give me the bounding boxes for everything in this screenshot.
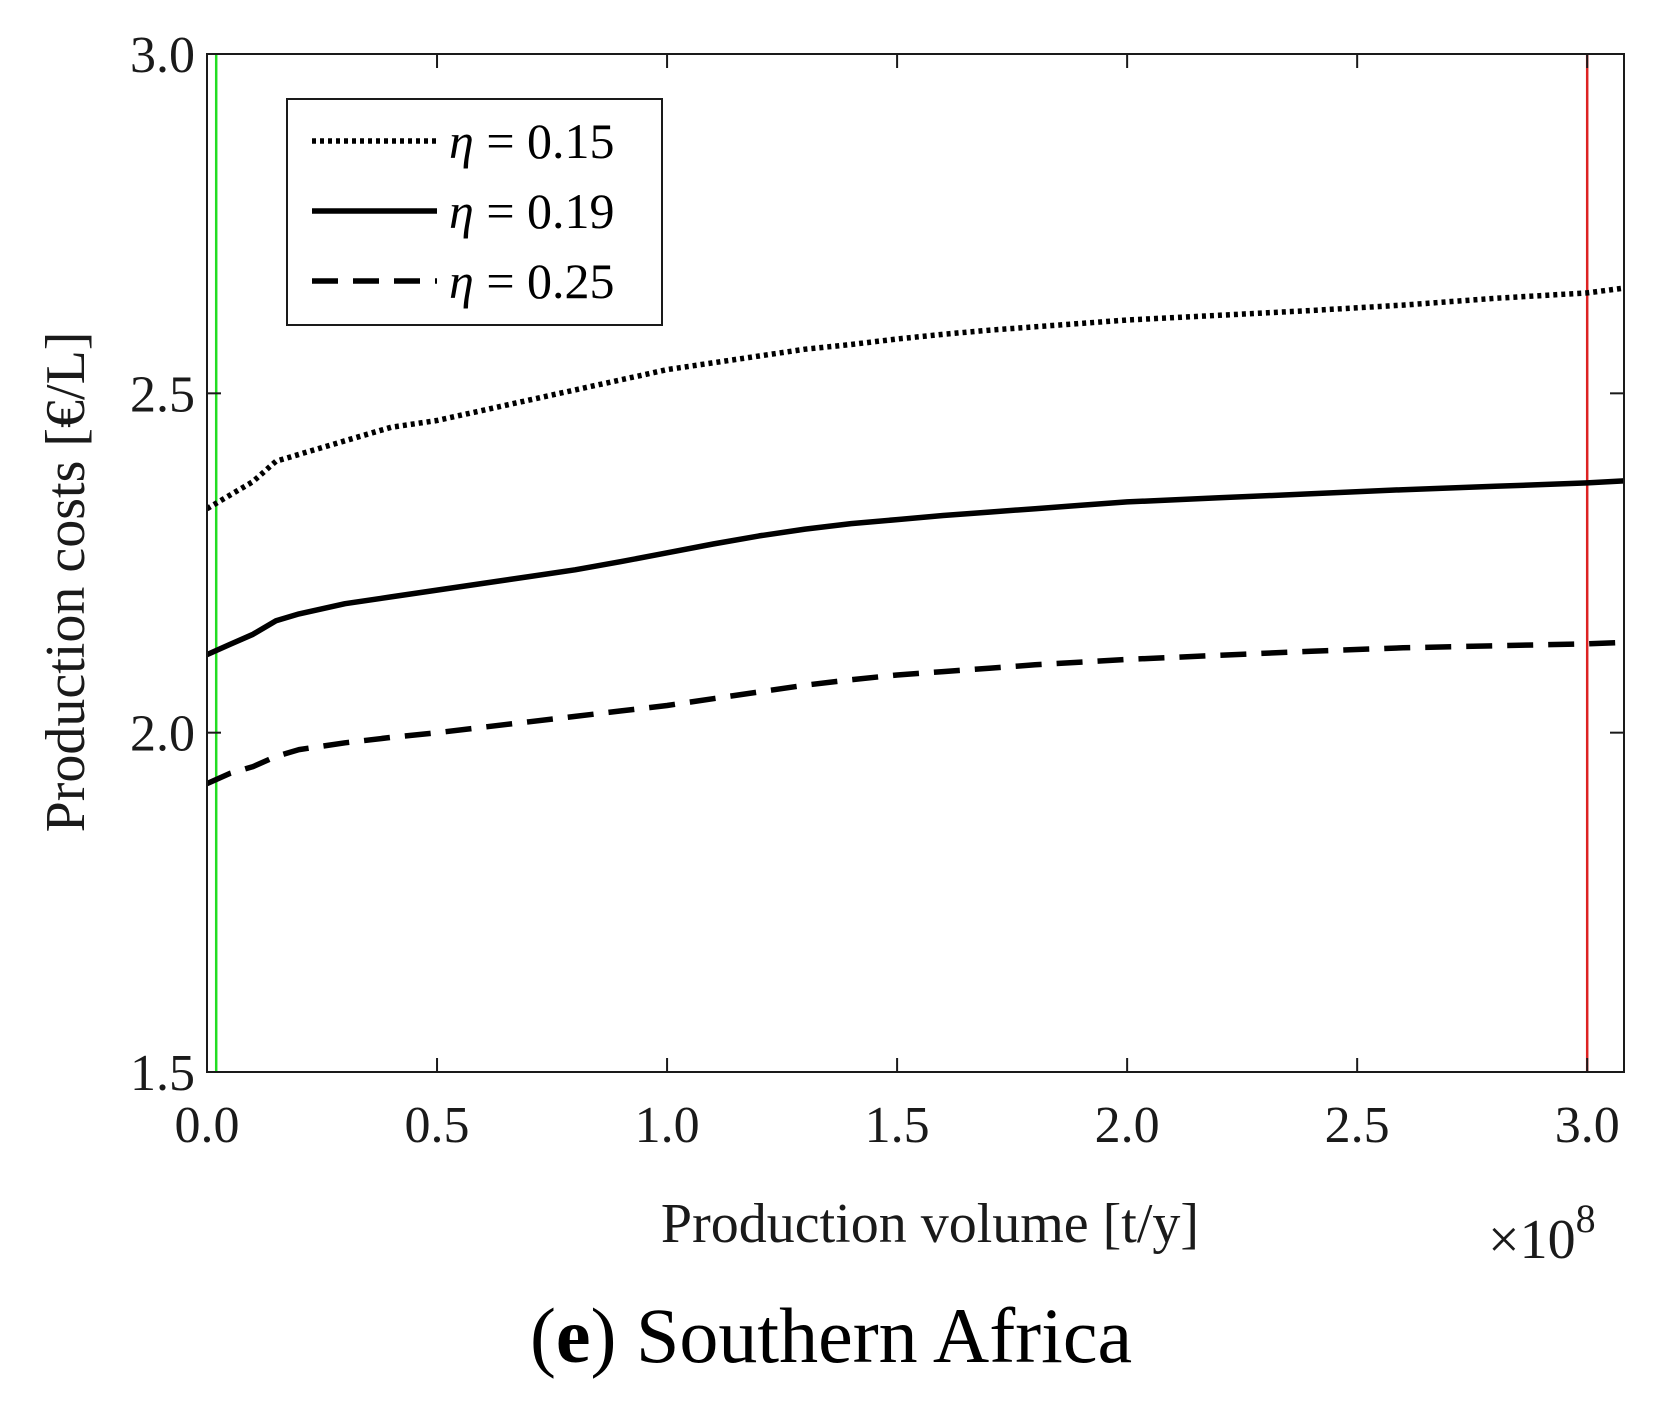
series-line-1 <box>207 285 1624 512</box>
axes-layer: 0.0 0.5 1.0 1.5 2.0 2.5 3.0 1.5 2.0 2.5 3.0 <box>130 27 1625 1154</box>
legend-value-1: = 0.15 <box>474 113 615 169</box>
x-tick-label-4: 2.0 <box>1095 1097 1160 1154</box>
legend-symbol-1: η <box>449 113 474 169</box>
caption-text: Southern Africa <box>617 1292 1133 1379</box>
y-tick-label-2: 2.5 <box>130 366 195 423</box>
x-tick-label-0: 0.0 <box>175 1097 240 1154</box>
y-tick-label-3: 3.0 <box>130 27 195 84</box>
series-line-3 <box>207 639 1624 787</box>
legend-symbol-3: η <box>449 253 474 309</box>
legend-entry-3: η = 0.25 <box>449 253 615 309</box>
y-tick-label-1: 2.0 <box>130 706 195 763</box>
x-exponent-power: 8 <box>1576 1196 1596 1241</box>
legend-entry-1: η = 0.15 <box>449 113 615 169</box>
caption-close: ) <box>591 1292 617 1379</box>
legend: η = 0.15η = 0.19η = 0.25 <box>286 98 663 326</box>
plot-layer <box>207 54 1624 1072</box>
legend-value-2: = 0.19 <box>474 183 615 239</box>
legend-entry-2: η = 0.19 <box>449 183 615 239</box>
caption-open: ( <box>530 1292 556 1379</box>
x-axis-label: Production volume [t/y] <box>661 1193 1199 1255</box>
caption-letter: e <box>556 1292 591 1379</box>
x-exponent: ×108 <box>1488 1196 1596 1271</box>
plot-frame <box>206 53 1625 1073</box>
x-tick-label-5: 2.5 <box>1325 1097 1390 1154</box>
x-tick-label-3: 1.5 <box>865 1097 930 1154</box>
x-exponent-base: ×10 <box>1488 1209 1576 1271</box>
x-tick-label-6: 3.0 <box>1555 1097 1620 1154</box>
y-axis-label: Production costs [€/L] <box>35 332 97 833</box>
y-tick-label-0: 1.5 <box>130 1045 195 1102</box>
legend-value-3: = 0.25 <box>474 253 615 309</box>
figure-caption: (e) Southern Africa <box>530 1292 1132 1379</box>
series-line-2 <box>207 478 1624 658</box>
legend-symbol-2: η <box>449 183 474 239</box>
x-tick-label-2: 1.0 <box>635 1097 700 1154</box>
x-tick-label-1: 0.5 <box>405 1097 470 1154</box>
